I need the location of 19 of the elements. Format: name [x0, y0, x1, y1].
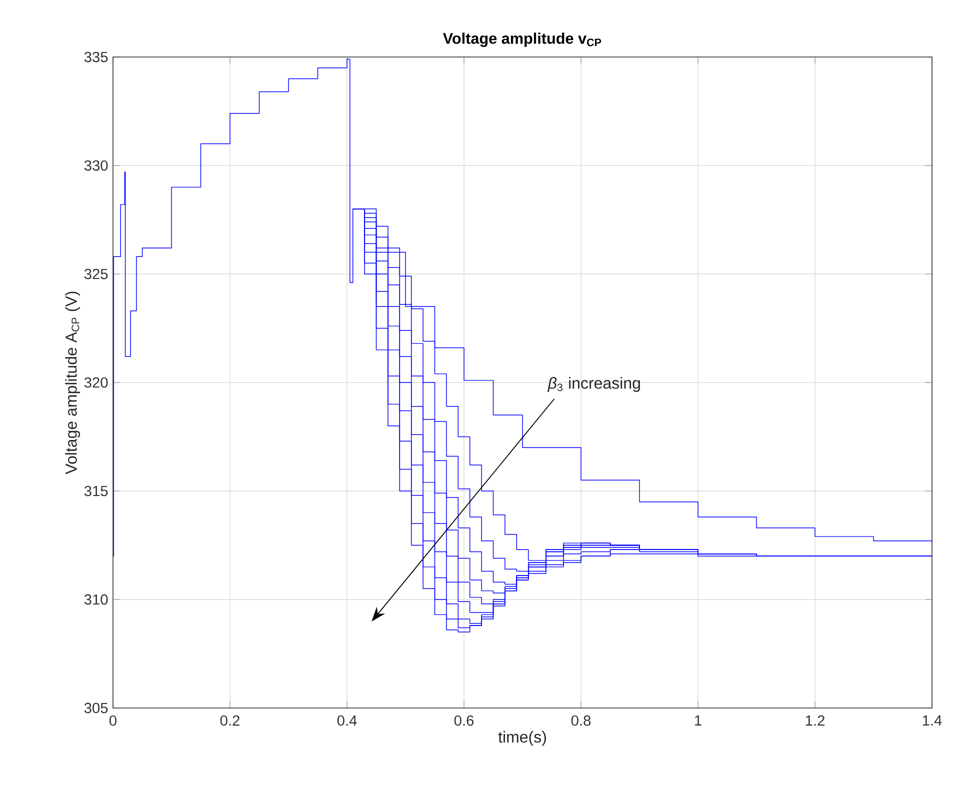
x-tick-label: 1.2	[806, 715, 824, 726]
x-tick-label: 1.4	[922, 715, 942, 726]
x-axis-title: time(s)	[498, 730, 546, 746]
x-tick-label: 0.8	[571, 715, 591, 726]
y-tick-label: 330	[84, 160, 108, 171]
y-axis-title: Voltage amplitude A$_{CP}$ (V)	[65, 292, 80, 474]
x-tick-label: 0	[109, 715, 116, 726]
x-tick-label: 0.6	[454, 715, 474, 726]
x-tick-label: 1	[695, 715, 702, 726]
y-tick-label: 325	[84, 268, 108, 280]
x-tick-label: 0.2	[220, 715, 240, 726]
y-tick-label: 320	[84, 377, 108, 388]
y-tick-label: 335	[84, 52, 108, 62]
y-tick-label: 315	[84, 486, 108, 496]
annotation: β$_{3}$ increasing	[547, 377, 640, 392]
chart-title: Voltage amplitude v$_{CP}$	[442, 32, 602, 47]
y-tick-label: 305	[84, 702, 108, 714]
y-tick-label: 310	[84, 594, 108, 605]
x-tick-label: 0.4	[337, 715, 357, 726]
